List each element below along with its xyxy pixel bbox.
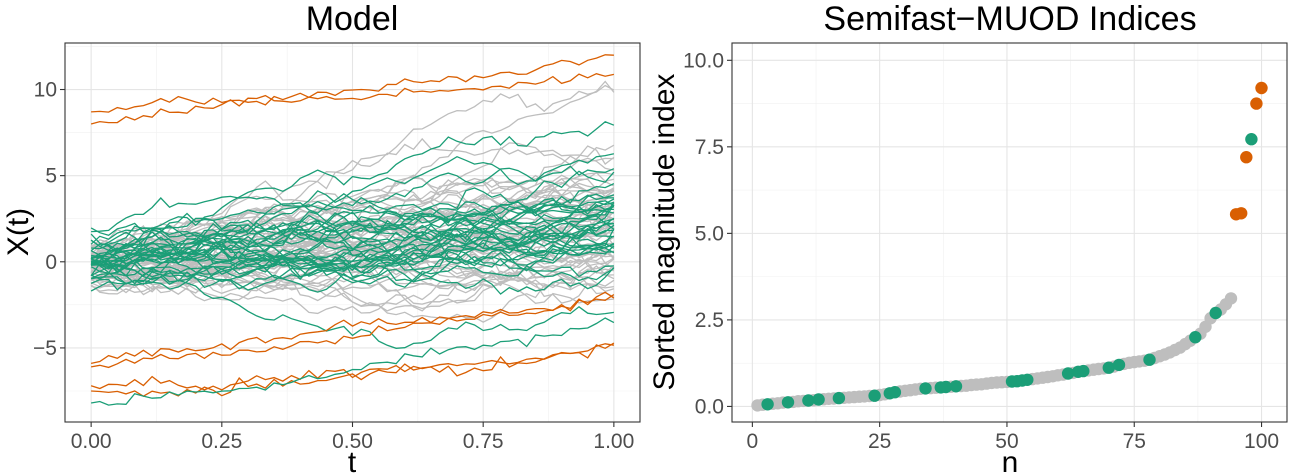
green-curve	[90, 260, 614, 349]
green-curve	[90, 153, 615, 277]
green-index-point	[868, 389, 881, 402]
green-curve	[90, 218, 614, 291]
green-curve	[90, 205, 615, 266]
muod-x-tick-label: 50	[995, 430, 1018, 453]
muod-y-axis-title: Sorted magnitude index	[648, 74, 681, 391]
model-axis-ticks: 0.00 0.25 0.50 0.75 1.00 −5 0 5 10	[33, 79, 634, 453]
orange-outlier-curve	[90, 73, 615, 125]
green-curve	[90, 227, 614, 275]
green-index-point	[888, 386, 902, 399]
grey-index-point	[1224, 292, 1238, 305]
green-curve	[90, 207, 615, 285]
muod-y-tick-label: 2.5	[695, 309, 724, 332]
typical-curve	[90, 215, 615, 266]
green-curve	[91, 242, 615, 280]
green-index-point	[919, 382, 932, 395]
muod-y-tick-label: 0.0	[695, 395, 724, 418]
muod-x-tick-label: 0	[747, 430, 759, 453]
green-curve	[90, 183, 615, 262]
model-curves	[90, 54, 615, 406]
model-x-tick-label: 0.00	[71, 430, 112, 453]
green-curve	[90, 229, 614, 277]
model-x-tick-label: 1.00	[593, 430, 634, 453]
model-y-tick-label: 5	[45, 165, 57, 188]
green-outlier-curve	[90, 317, 615, 406]
green-curve	[91, 195, 615, 233]
green-index-point	[781, 396, 795, 409]
muod-grid	[732, 43, 1287, 422]
orange-outlier-curve	[90, 343, 615, 391]
model-y-tick-label: 0	[45, 251, 57, 274]
orange-outlier-curve	[90, 291, 615, 365]
green-index-point	[939, 380, 953, 394]
orange-outlier-curve	[91, 342, 615, 397]
green-curve	[90, 217, 615, 283]
model-x-tick-label: 0.50	[332, 430, 373, 453]
muod-x-axis-title: n	[1002, 446, 1019, 476]
green-index-point	[832, 391, 846, 405]
green-curve	[91, 244, 614, 293]
green-index-point	[1143, 353, 1156, 366]
model-panel: Model 0.00 0.25 0.50 0.75 1.00 −5 0 5 10 t X(t)	[2, 0, 641, 476]
muod-y-tick-label: 10.0	[683, 49, 724, 72]
green-index-point	[1077, 364, 1090, 378]
green-curve	[90, 187, 615, 266]
model-x-axis-title: t	[348, 446, 357, 476]
green-curve	[90, 165, 615, 252]
typical-curve	[90, 268, 615, 306]
typical-curve	[90, 188, 614, 260]
orange-outlier-curve	[91, 54, 614, 113]
green-index-point	[1245, 133, 1258, 146]
muod-x-tick-label: 25	[868, 430, 891, 453]
typical-curve	[90, 84, 615, 274]
green-index-point	[1189, 331, 1202, 344]
model-x-tick-label: 0.25	[201, 430, 242, 453]
green-curve	[90, 121, 615, 245]
green-index-point	[761, 398, 774, 411]
green-index-point	[812, 393, 825, 406]
model-y-axis-title: X(t)	[2, 208, 35, 256]
muod-chart-title: Semifast−MUOD Indices	[823, 0, 1196, 38]
orange-index-point	[1250, 97, 1263, 110]
orange-index-point	[1240, 151, 1253, 164]
muod-panel: Semifast−MUOD Indices 0 25 50 75 100 0.0 2.5 5.…	[648, 0, 1288, 476]
muod-axis-ticks: 0 25 50 75 100 0.0 2.5 5.0 7.5 10.0	[683, 49, 1279, 453]
model-x-tick-label: 0.75	[463, 430, 504, 453]
model-chart-title: Model	[306, 0, 399, 38]
muod-x-tick-label: 100	[1244, 430, 1279, 453]
orange-index-point	[1255, 81, 1268, 95]
green-curve	[91, 204, 614, 274]
model-y-tick-label: −5	[33, 337, 57, 360]
green-curve	[90, 222, 615, 281]
green-index-point	[949, 380, 963, 393]
muod-y-tick-label: 5.0	[695, 222, 724, 245]
orange-index-point	[1235, 207, 1248, 220]
orange-outlier-curve	[90, 294, 615, 369]
green-curve	[90, 228, 615, 279]
muod-points	[751, 81, 1268, 412]
muod-x-tick-label: 75	[1123, 430, 1146, 453]
model-y-tick-label: 10	[34, 79, 57, 102]
green-index-point	[1061, 367, 1075, 380]
green-index-point	[1112, 358, 1126, 372]
green-index-point	[1021, 373, 1034, 386]
muod-y-tick-label: 7.5	[695, 136, 724, 159]
green-index-point	[802, 394, 815, 407]
green-index-point	[1209, 306, 1222, 320]
green-index-point	[1102, 361, 1116, 374]
muod-panel-border	[731, 42, 1288, 423]
